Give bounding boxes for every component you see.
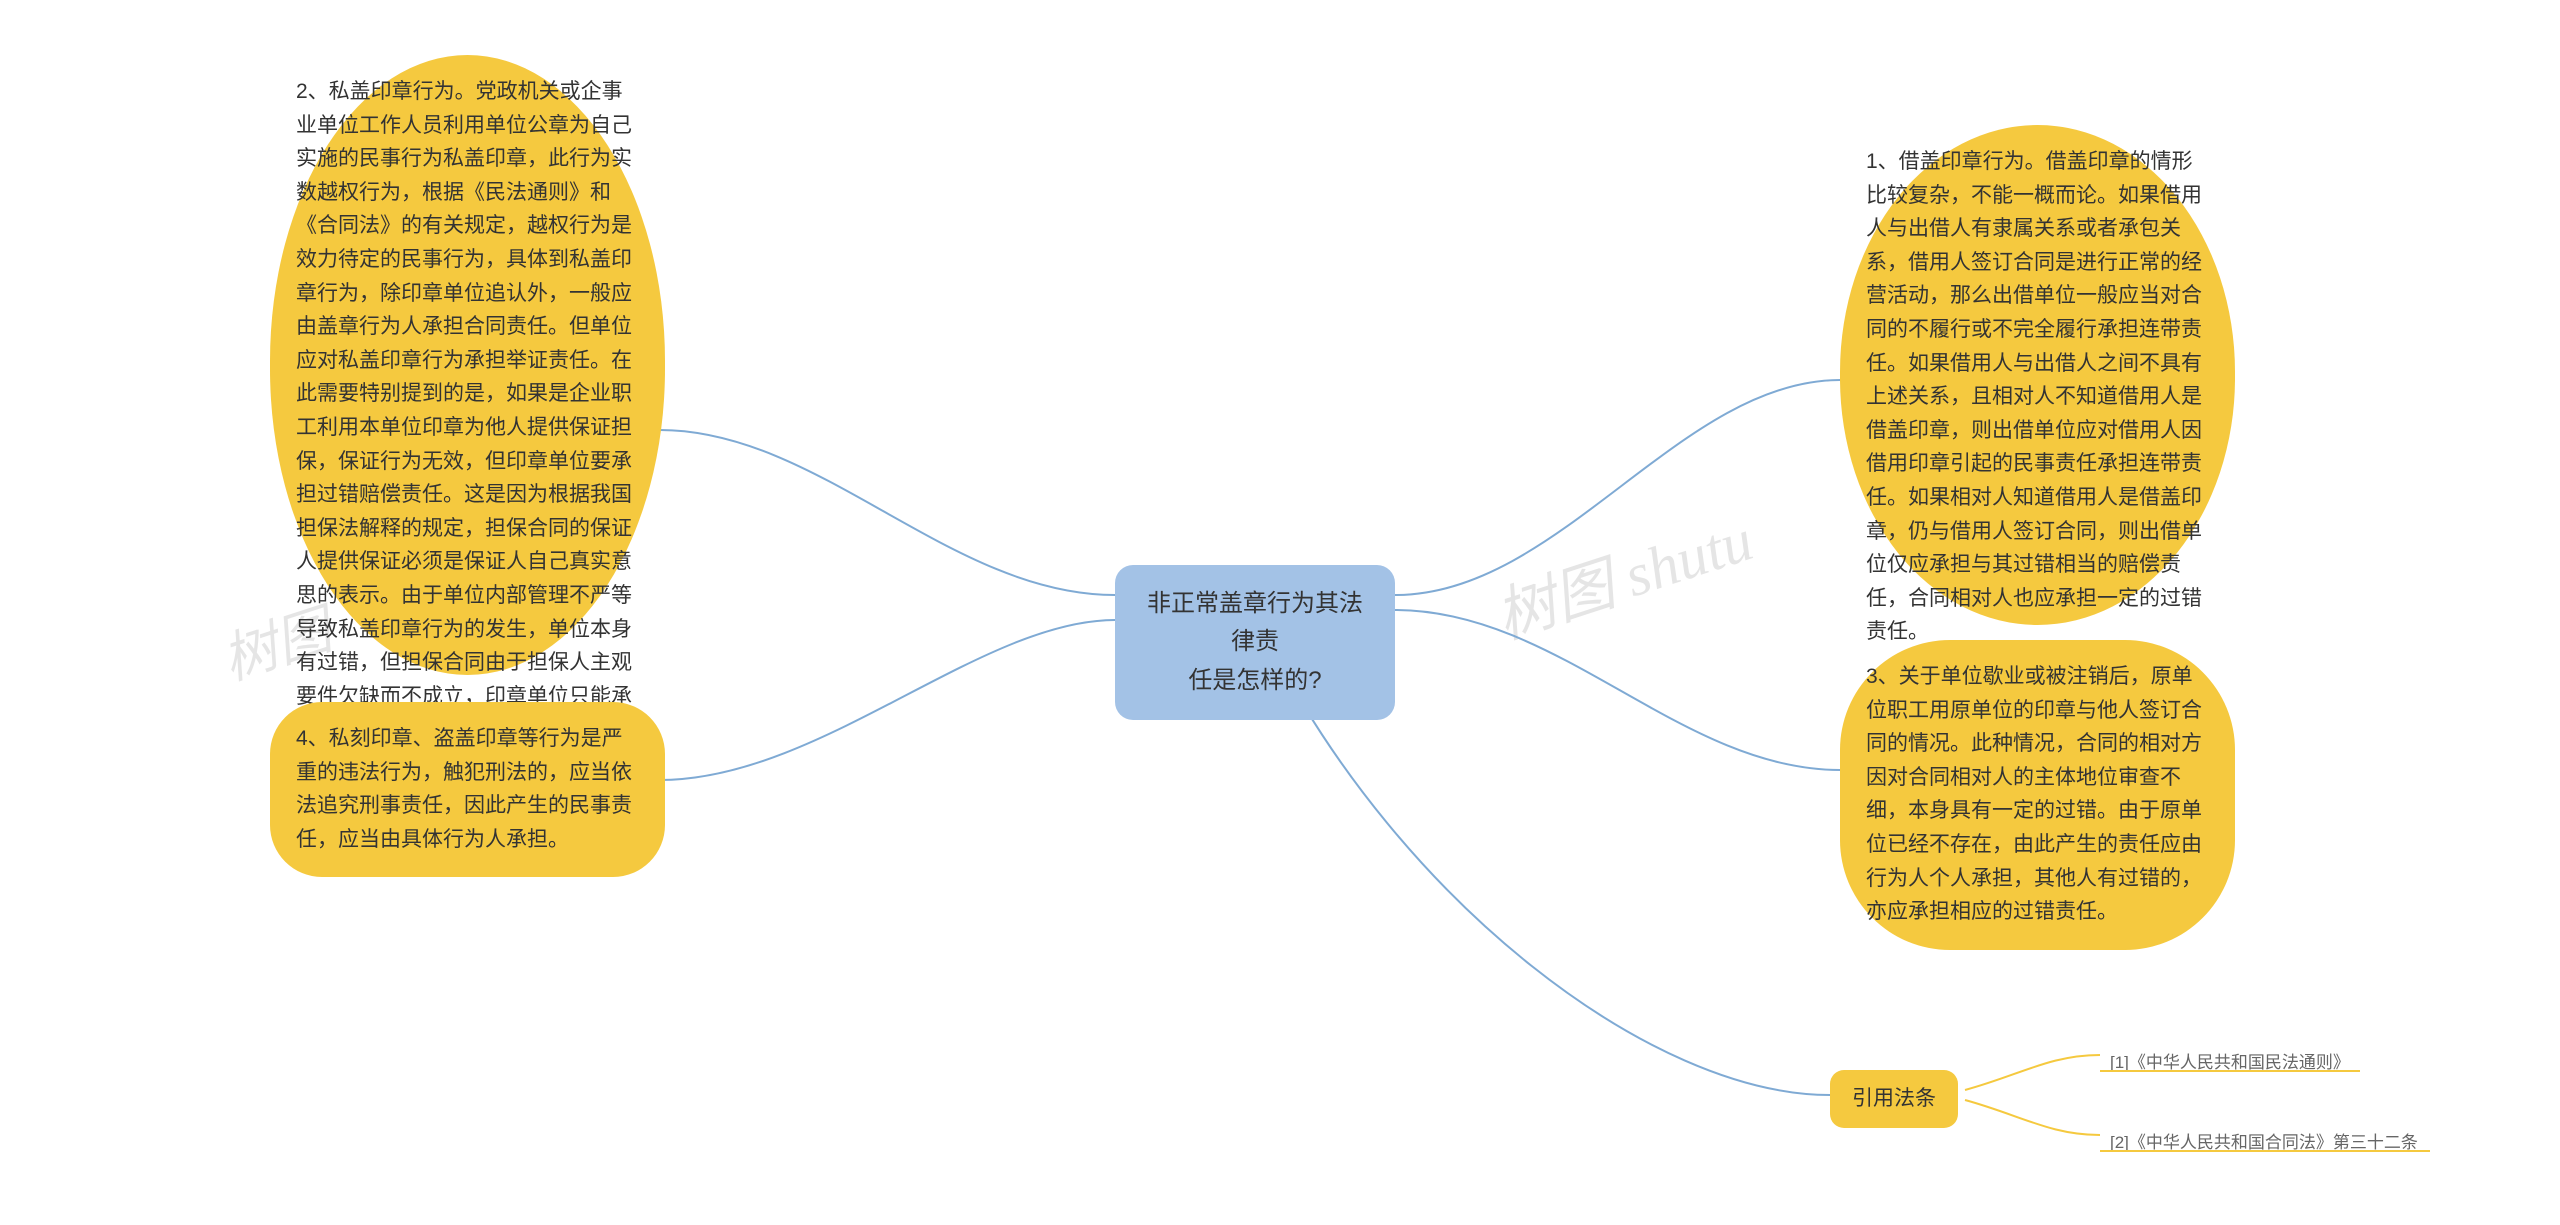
node-1-borrowed-seal[interactable]: 1、借盖印章行为。借盖印章的情形比较复杂，不能一概而论。如果借用人与出借人有隶属… [1840, 125, 2235, 625]
ref-leaf-1: [1]《中华人民共和国民法通则》 [2100, 1042, 2360, 1079]
node-3-closed-entity[interactable]: 3、关于单位歇业或被注销后，原单位职工用原单位的印章与他人签订合同的情况。此种情… [1840, 640, 2235, 950]
center-topic[interactable]: 非正常盖章行为其法律责任是怎样的? [1115, 565, 1395, 720]
watermark-3: 树图 shutu [1483, 491, 1762, 656]
node-2-private-seal[interactable]: 2、私盖印章行为。党政机关或企事业单位工作人员利用单位公章为自己实施的民事行为私… [270, 55, 665, 675]
ref-leaf-2-underline [2100, 1150, 2430, 1152]
ref-leaf-2: [2]《中华人民共和国合同法》第三十二条 [2100, 1122, 2428, 1159]
node-references[interactable]: 引用法条 [1830, 1070, 1958, 1128]
node-4-forged-seal[interactable]: 4、私刻印章、盗盖印章等行为是严重的违法行为，触犯刑法的，应当依法追究刑事责任，… [270, 702, 665, 877]
ref-leaf-1-underline [2100, 1070, 2360, 1072]
